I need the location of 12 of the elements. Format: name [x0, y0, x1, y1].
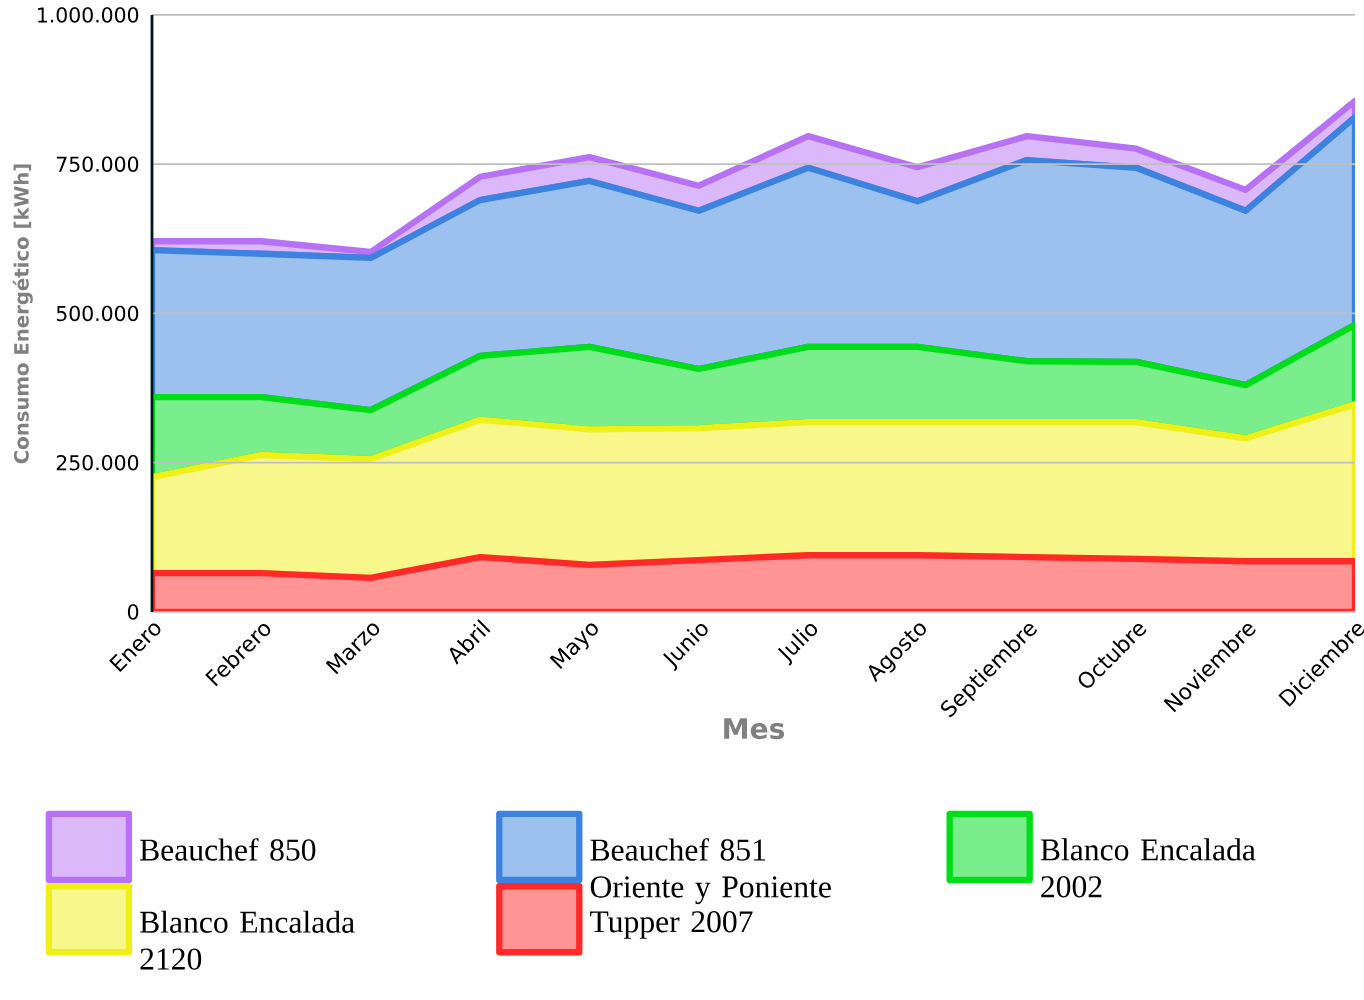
- y-tick-label: 750.000: [56, 156, 139, 172]
- y-tick-label: 0: [127, 604, 139, 620]
- y-tick-label: 250.000: [56, 455, 139, 471]
- legend-label: Beauchef 851 Oriente y Poniente: [590, 838, 831, 905]
- legend-label: Tupper 2007: [590, 911, 753, 939]
- y-tick-label: 500.000: [56, 305, 139, 322]
- legend-label: Beauchef 850: [140, 838, 316, 861]
- legend-label: Blanco Encalada 2120: [140, 910, 355, 970]
- y-tick-label: 1.000.000: [38, 7, 139, 23]
- legend-label: Blanco Encalada 2002: [1040, 838, 1256, 898]
- x-axis-title: Mes: [724, 718, 785, 740]
- y-axis-title: Consumo Energético [kWh]: [12, 164, 33, 464]
